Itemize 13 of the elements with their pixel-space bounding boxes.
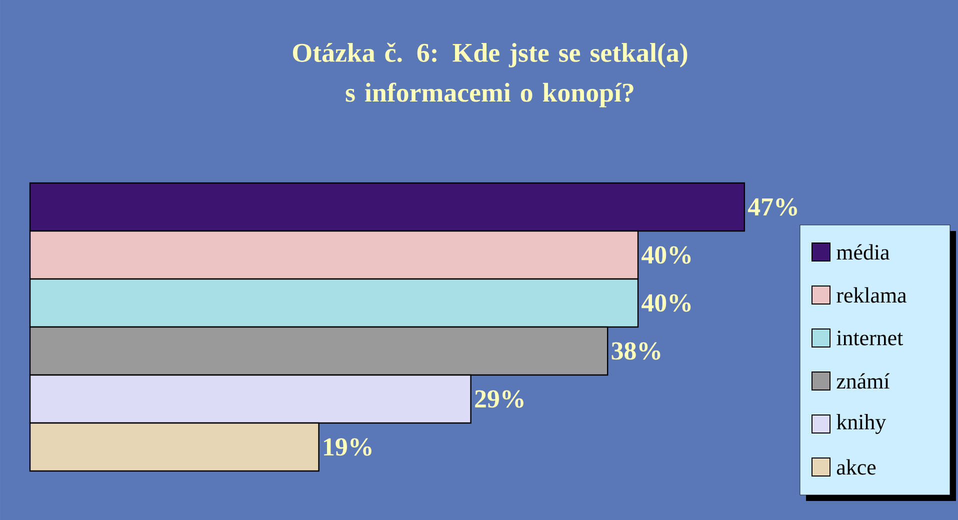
legend-label: internet: [836, 330, 904, 346]
legend-label: knihy: [836, 414, 886, 434]
data-label: 38%: [612, 342, 660, 360]
legend-label: média: [836, 244, 890, 260]
data-label: 40%: [642, 246, 691, 264]
data-label: 29%: [475, 390, 524, 408]
chart-title: Otázka č. 6: Kde jste se setkal(a) s informacemi o konopí?: [292, 42, 688, 108]
data-label: 19%: [324, 438, 372, 456]
legend-label: reklama: [836, 287, 907, 303]
legend-label: akce: [836, 459, 876, 475]
data-label: 47%: [748, 198, 797, 216]
legend-label: známí: [836, 373, 890, 389]
data-label: 40%: [642, 294, 691, 312]
